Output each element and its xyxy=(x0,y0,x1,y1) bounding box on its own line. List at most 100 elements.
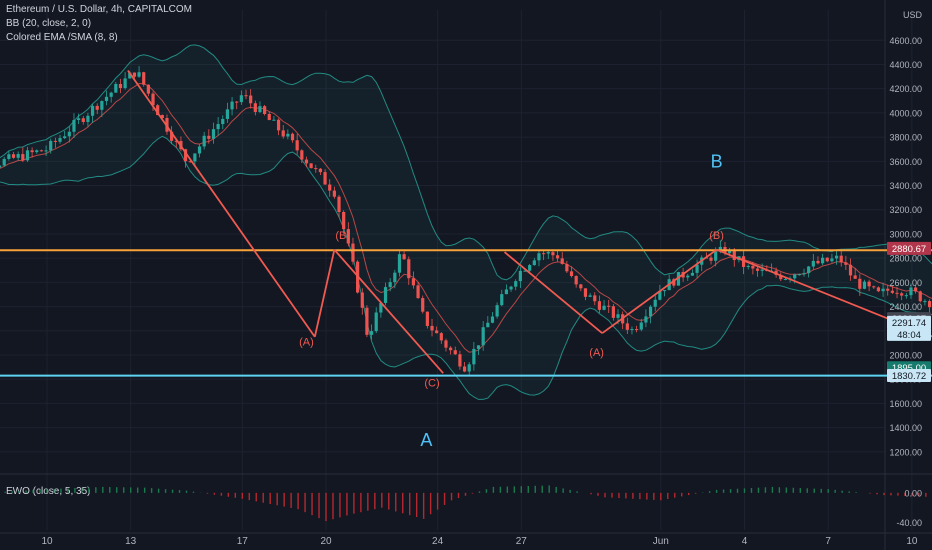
wave-label-minor: (C) xyxy=(424,377,439,389)
candle-body xyxy=(295,140,299,151)
candle-body xyxy=(383,287,388,303)
ema-indicator-label[interactable]: Colored EMA /SMA (8, 8) xyxy=(6,32,118,43)
candle-body xyxy=(895,292,899,294)
price-tick-label: 1400.00 xyxy=(889,423,922,433)
candle-body xyxy=(263,106,267,114)
candle-body xyxy=(760,269,764,271)
price-tag-label: 1830.72 xyxy=(892,371,926,382)
candle-body xyxy=(272,119,276,121)
candle-body xyxy=(853,275,857,279)
wave-line xyxy=(716,248,932,338)
candle-body xyxy=(286,133,290,137)
candle-body xyxy=(890,290,894,293)
candle-body xyxy=(244,95,248,97)
candle-body xyxy=(862,281,867,289)
time-tick-label: 20 xyxy=(320,536,332,547)
bollinger-upper xyxy=(0,44,932,281)
candle-body xyxy=(927,301,932,308)
price-tick-label: 1600.00 xyxy=(889,399,922,409)
candle-body xyxy=(328,184,332,191)
candle-body xyxy=(532,260,536,266)
candle-body xyxy=(872,286,876,288)
candle-body xyxy=(39,150,44,152)
candle-body xyxy=(900,293,904,296)
candle-body xyxy=(923,301,927,303)
candle-body xyxy=(802,273,806,275)
candle-body xyxy=(142,72,146,85)
candle-body xyxy=(290,133,295,141)
candle-body xyxy=(435,330,439,334)
wave-line xyxy=(127,70,316,338)
candle-body xyxy=(909,287,913,296)
candle-body xyxy=(411,278,416,286)
candle-body xyxy=(504,289,509,295)
wave-label-minor: (A) xyxy=(299,336,314,348)
bb-indicator-label[interactable]: BB (20, close, 2, 0) xyxy=(6,18,92,29)
candle-body xyxy=(867,281,871,287)
candle-body xyxy=(546,252,550,254)
price-tag-bg xyxy=(887,368,931,382)
price-tick-label: 2000.00 xyxy=(889,351,922,361)
candle-body xyxy=(258,106,262,112)
candle-body xyxy=(314,168,318,170)
candle-body xyxy=(118,83,123,89)
candle-body xyxy=(597,301,602,310)
price-tick-label: 2800.00 xyxy=(889,254,922,264)
candle-body xyxy=(718,246,722,252)
candle-body xyxy=(834,255,839,259)
candle-body xyxy=(221,118,225,125)
candle-body xyxy=(439,333,443,341)
candle-body xyxy=(188,161,192,163)
candle-body xyxy=(193,153,197,162)
candle-body xyxy=(467,364,471,372)
candle-body xyxy=(518,270,522,282)
candle-body xyxy=(72,120,76,132)
candle-body xyxy=(58,138,62,142)
candle-body xyxy=(397,254,402,273)
candle-body xyxy=(170,131,174,141)
price-tag-bg xyxy=(887,241,931,255)
candle-body xyxy=(444,340,448,348)
oscillator-label: EWO (close, 5, 35) xyxy=(6,486,90,497)
candle-body xyxy=(416,285,420,299)
candle-body xyxy=(635,329,639,331)
candle-body xyxy=(253,103,257,112)
candle-body xyxy=(379,302,383,313)
candle-body xyxy=(44,150,48,152)
candle-body xyxy=(746,265,750,267)
candle-body xyxy=(109,92,113,97)
time-tick-label: 17 xyxy=(237,536,249,547)
candle-body xyxy=(351,243,355,262)
candle-body xyxy=(509,286,513,290)
candle-body xyxy=(644,316,648,323)
candle-body xyxy=(128,72,132,79)
candle-body xyxy=(662,290,667,292)
candle-body xyxy=(848,264,853,276)
candle-body xyxy=(816,260,820,264)
candle-body xyxy=(569,271,574,277)
time-tick-label: 10 xyxy=(906,536,918,547)
candle-body xyxy=(551,252,555,256)
candle-body xyxy=(783,278,788,280)
candle-body xyxy=(807,266,811,274)
wave-line xyxy=(313,249,336,338)
candle-body xyxy=(495,305,499,317)
candle-body xyxy=(393,272,397,283)
candle-body xyxy=(174,140,178,142)
candles xyxy=(0,66,932,375)
candle-body xyxy=(86,115,90,122)
candle-body xyxy=(225,109,230,119)
price-tick-label: 3800.00 xyxy=(889,133,922,143)
candle-body xyxy=(267,113,271,121)
candle-body xyxy=(560,258,564,264)
candle-body xyxy=(11,154,16,158)
candle-body xyxy=(123,78,127,89)
price-tick-label: 3200.00 xyxy=(889,205,922,215)
candle-body xyxy=(732,250,736,261)
candle-body xyxy=(49,140,53,151)
candle-body xyxy=(755,268,760,271)
candle-body xyxy=(453,350,457,355)
candle-body xyxy=(35,150,39,153)
